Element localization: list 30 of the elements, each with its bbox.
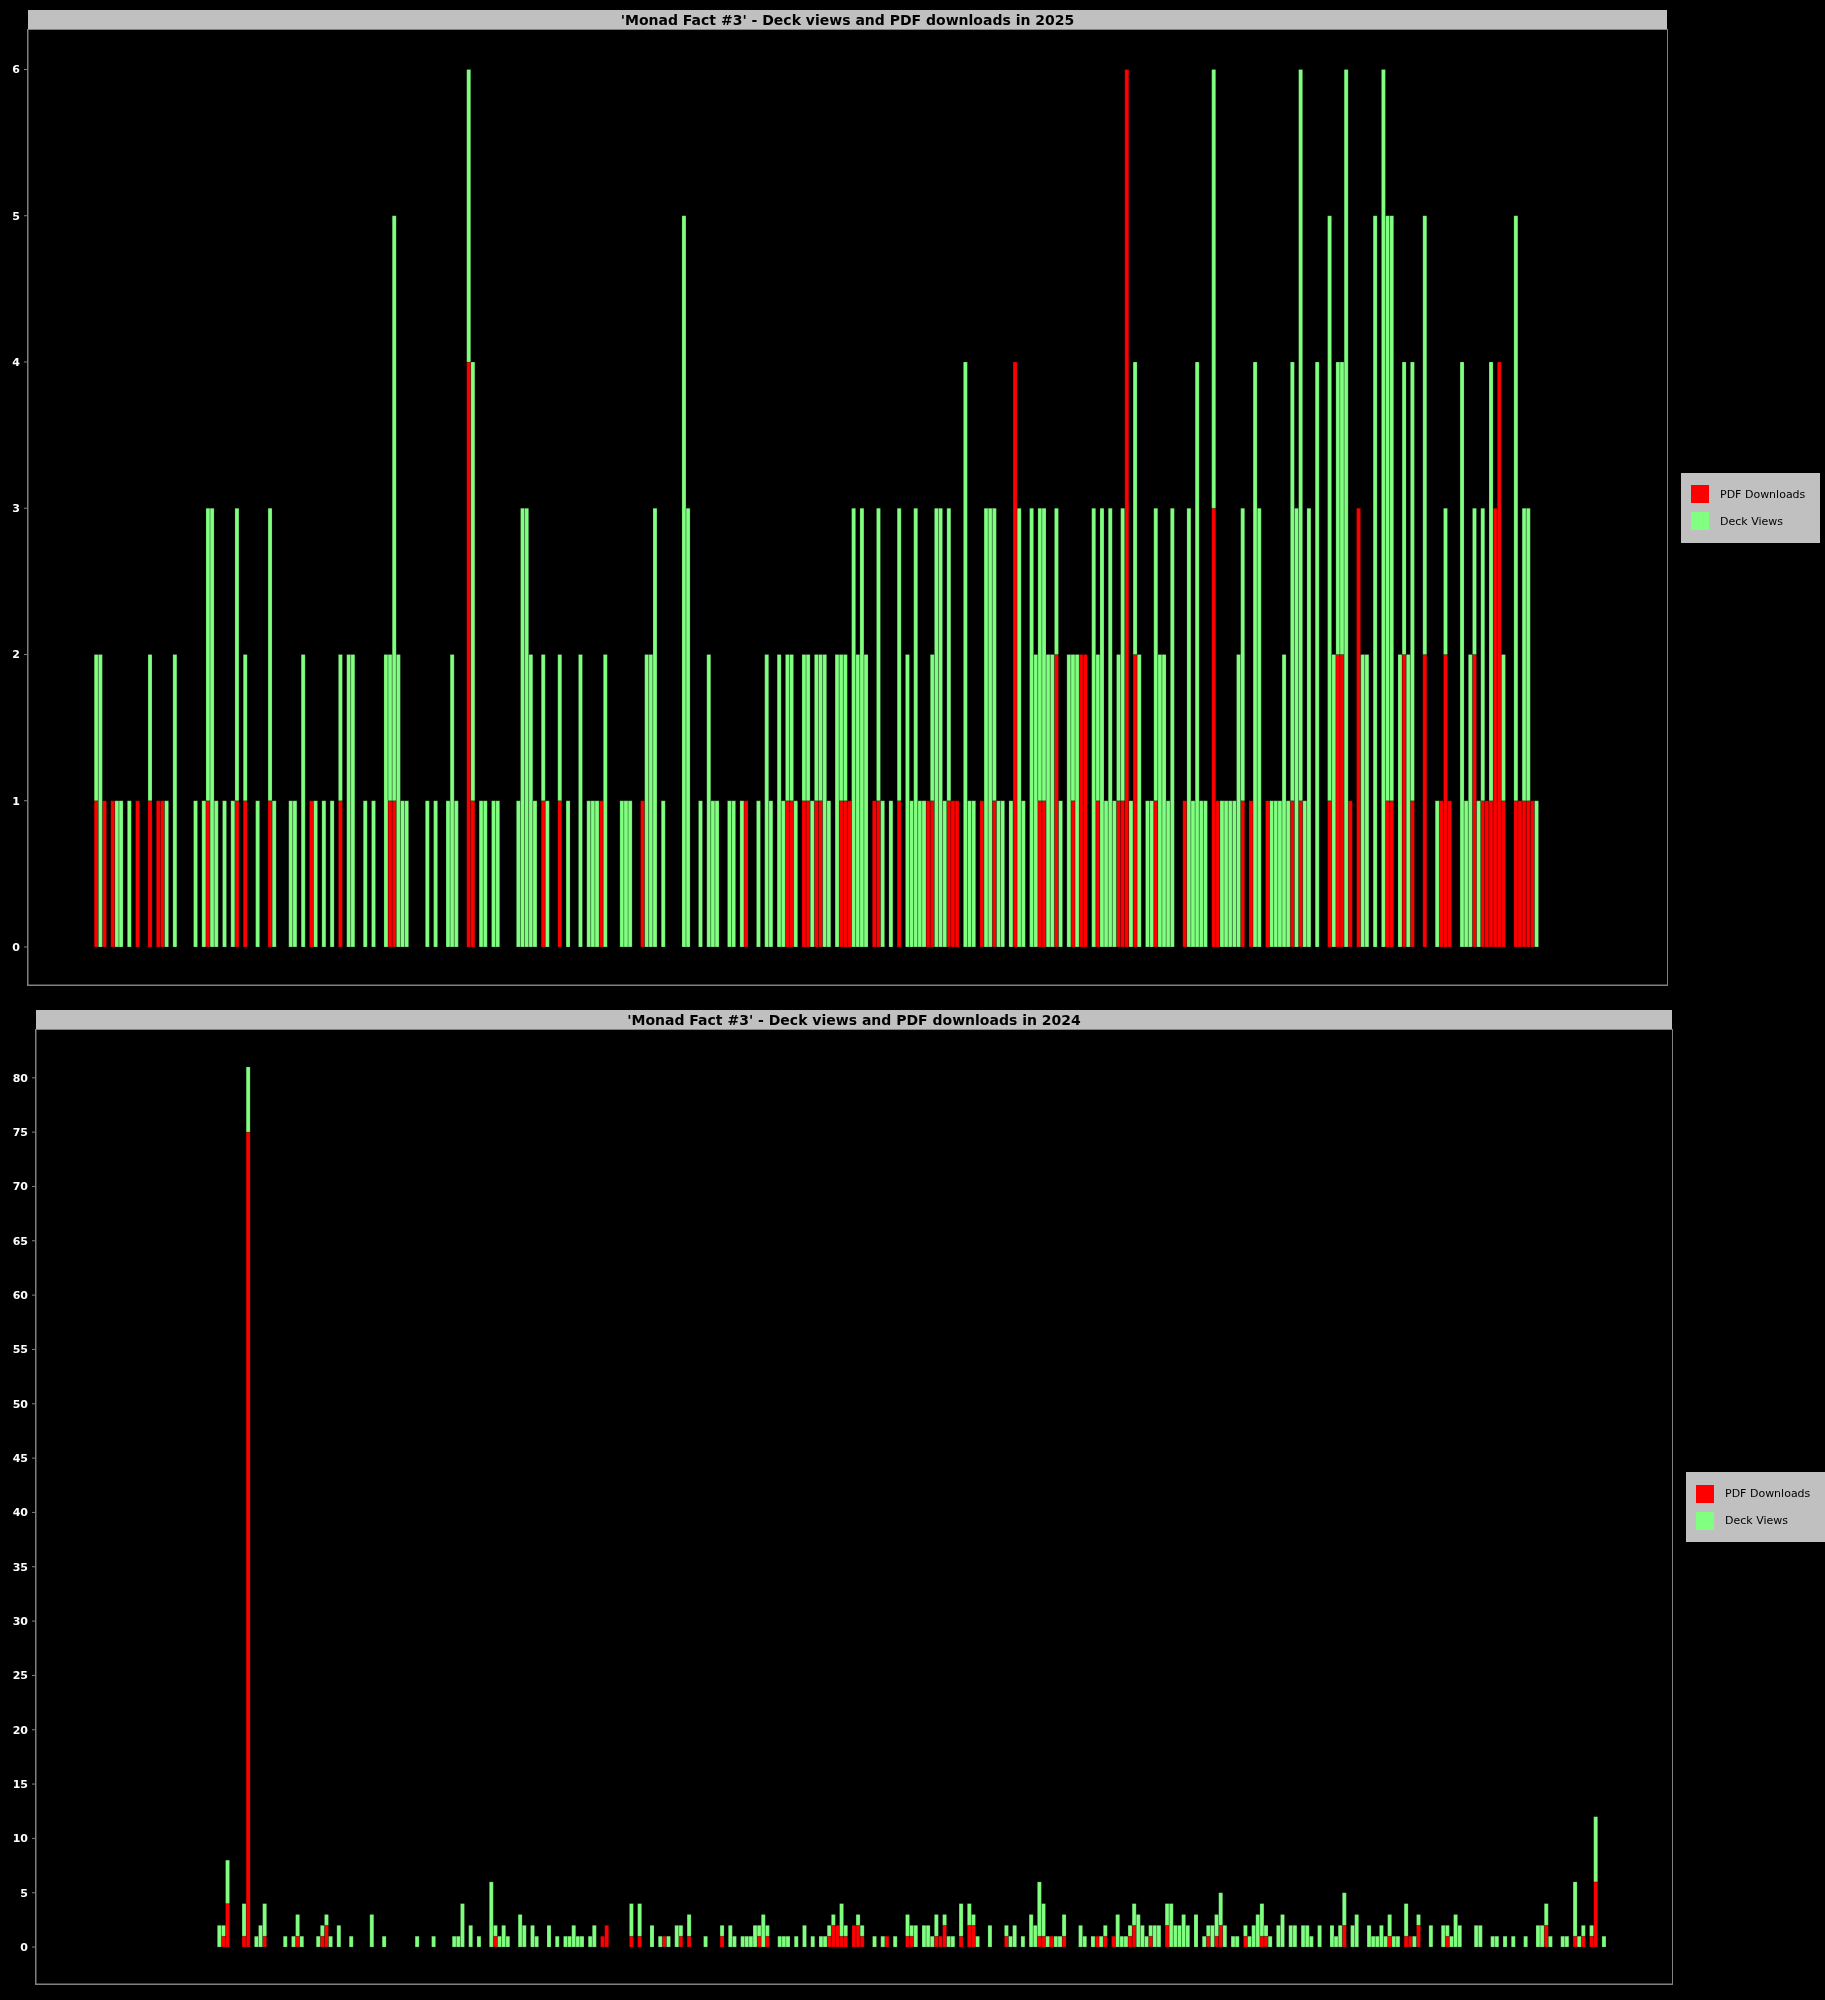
y-tick-label: 55	[12, 1343, 28, 1357]
y-tick-label: 80	[12, 1071, 29, 1085]
y-tick-label: 20	[12, 1723, 29, 1737]
y-tick-label: 65	[12, 1234, 28, 1248]
chart-title: 'Monad Fact #3' - Deck views and PDF downloads in 2024	[36, 1010, 1672, 1030]
y-tick-label: 5	[12, 209, 20, 223]
y-tick-label: 5	[20, 1886, 28, 1900]
y-tick-label: 6	[12, 63, 21, 77]
y-tick-label: 25	[12, 1669, 28, 1683]
y-tick-label: 75	[12, 1126, 28, 1140]
legend-label: Deck Views	[1725, 1514, 1788, 1527]
legend-label: PDF Downloads	[1720, 487, 1806, 501]
y-tick-label: 0	[12, 940, 21, 954]
y-tick-label: 70	[12, 1180, 29, 1194]
y-tick-label: 4	[12, 355, 21, 369]
y-tick-label: 1	[12, 794, 20, 808]
y-tick-label: 2	[12, 648, 20, 662]
y-tick-label: 35	[12, 1560, 28, 1574]
y-tick-label: 40	[12, 1506, 29, 1520]
chart-title: 'Monad Fact #3' - Deck views and PDF downloads in 2025	[28, 10, 1667, 30]
y-tick-label: 30	[12, 1614, 29, 1628]
legend-label: PDF Downloads	[1725, 1487, 1811, 1500]
y-tick-label: 0	[20, 1940, 29, 1954]
y-tick-label: 60	[12, 1289, 29, 1303]
legend-label: Deck Views	[1720, 514, 1783, 528]
y-tick-label: 15	[12, 1777, 28, 1791]
y-tick-label: 3	[12, 502, 20, 516]
y-tick-label: 50	[12, 1397, 29, 1411]
y-tick-label: 45	[12, 1452, 28, 1466]
y-tick-label: 10	[12, 1832, 29, 1846]
